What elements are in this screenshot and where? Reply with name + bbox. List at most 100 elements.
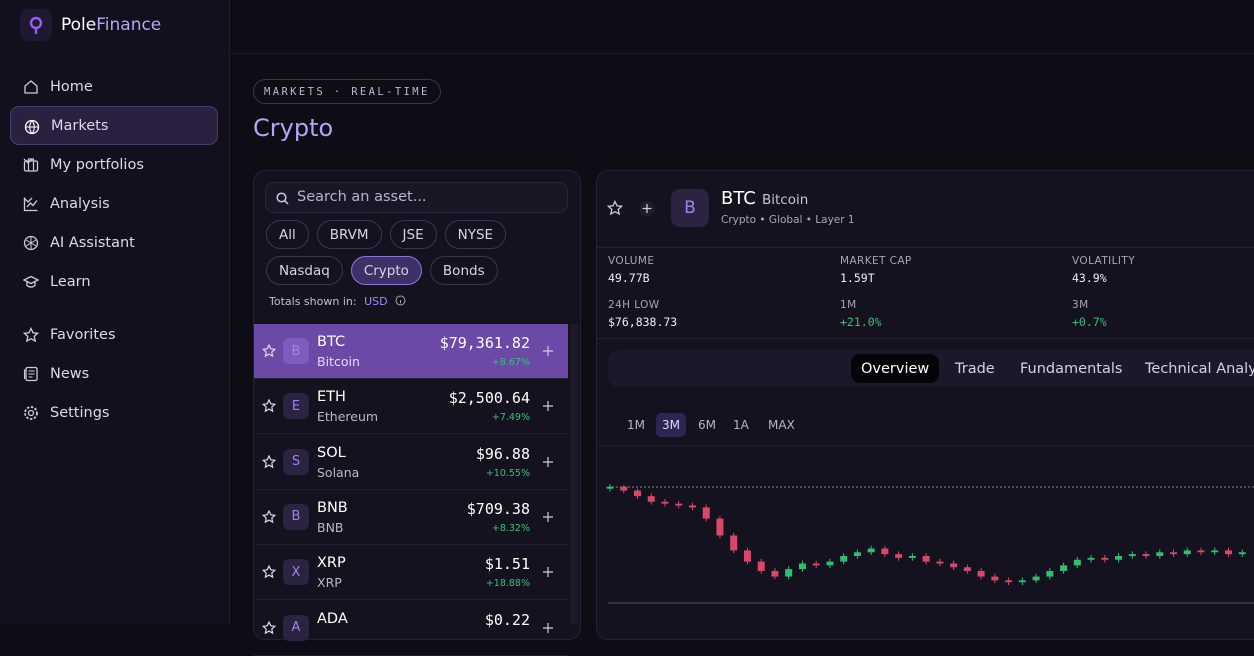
filter-chip[interactable]: Bonds: [429, 256, 498, 285]
stat-label: 1M: [840, 299, 857, 311]
nav-item[interactable]: Settings: [10, 393, 218, 432]
brand-pole: Pole: [61, 15, 97, 35]
totals-label: Totals shown in:: [269, 295, 357, 308]
range-button[interactable]: 3M: [656, 413, 686, 437]
candle-body: [620, 486, 628, 491]
candle-body: [840, 556, 848, 562]
candle-body: [1115, 556, 1123, 560]
add-icon[interactable]: [543, 401, 553, 412]
nav-item[interactable]: Favorites: [10, 315, 218, 354]
star-icon[interactable]: [262, 565, 276, 579]
asset-symbol: ETH: [317, 389, 346, 406]
filter-chip[interactable]: NYSE: [444, 220, 507, 249]
filter-chip[interactable]: JSE: [389, 220, 437, 249]
add-icon[interactable]: [543, 346, 553, 356]
nav-label: News: [50, 365, 90, 382]
star-icon[interactable]: [262, 620, 276, 635]
nav-icon: [24, 406, 38, 420]
add-icon[interactable]: [543, 511, 553, 522]
range-button[interactable]: 1A: [733, 418, 749, 432]
nav-item[interactable]: My portfolios: [10, 145, 218, 184]
tab[interactable]: Overview: [851, 354, 940, 383]
nav-item[interactable]: Learn: [10, 262, 218, 301]
asset-change: +8.32%: [491, 522, 530, 534]
tab[interactable]: Technical Analysis: [1145, 360, 1254, 377]
candle-body: [936, 561, 944, 564]
currency[interactable]: USD: [364, 295, 388, 308]
nav-item[interactable]: AI Assistant: [10, 223, 218, 262]
filter-chip[interactable]: Crypto: [350, 256, 422, 285]
star-icon[interactable]: [262, 399, 276, 413]
nav-item[interactable]: Markets: [10, 106, 218, 145]
nav-icon: [23, 197, 38, 212]
nav-item[interactable]: News: [10, 354, 218, 393]
candle-body: [895, 554, 903, 558]
asset-row[interactable]: B BNB BNB $709.38 +8.32%: [254, 490, 568, 545]
range-button[interactable]: MAX: [768, 418, 795, 432]
asset-symbol: BNB: [317, 499, 348, 516]
filter-chip[interactable]: Nasdaq: [266, 256, 343, 285]
nav-item[interactable]: Home: [10, 67, 218, 106]
asset-name: Bitcoin: [317, 354, 360, 369]
nav-label: Settings: [50, 404, 110, 421]
detail-actions[interactable]: [607, 200, 657, 218]
candle-body: [743, 550, 751, 562]
asset-row[interactable]: X XRP XRP $1.51 +18.88%: [254, 545, 568, 601]
range-button[interactable]: 6M: [698, 418, 716, 432]
candle-body: [867, 548, 875, 553]
tab[interactable]: Fundamentals: [1020, 360, 1123, 377]
asset-name: XRP: [317, 575, 342, 591]
info-icon: [395, 295, 406, 306]
search-box[interactable]: Search an asset...: [265, 182, 568, 213]
star-icon[interactable]: [262, 454, 276, 469]
filters: All BRVM JSE NYSE Nasdaq Crypto Bonds: [266, 220, 566, 292]
asset-row[interactable]: A ADA $0.22: [254, 601, 568, 656]
filter-chip[interactable]: All: [266, 220, 309, 249]
candle-body: [1170, 552, 1178, 555]
candle-body: [1087, 557, 1095, 560]
search-placeholder: Search an asset...: [297, 189, 427, 205]
range-button[interactable]: 1M: [627, 418, 645, 432]
add-icon[interactable]: [543, 622, 553, 633]
candle-body: [812, 563, 820, 566]
candle-body: [1060, 565, 1068, 571]
stat-label: VOLUME: [608, 255, 655, 267]
header-divider: [231, 53, 1254, 54]
brand: PoleFinance: [61, 15, 161, 35]
asset-row[interactable]: E ETH Ethereum $2,500.64 +7.49%: [254, 379, 568, 435]
filter-chip[interactable]: BRVM: [316, 220, 382, 249]
candle-body: [716, 518, 724, 536]
asset-icon: B: [283, 503, 309, 530]
candle-body: [963, 567, 971, 571]
nav-item[interactable]: Analysis: [10, 184, 218, 223]
candle-body: [647, 496, 655, 502]
asset-price: $1.51: [484, 555, 530, 574]
candle-body: [853, 552, 861, 557]
asset-symbol: ADA: [317, 610, 348, 627]
chevron: [23, 158, 33, 164]
candle-body: [1101, 557, 1109, 560]
stat-label: 3M: [1072, 299, 1089, 311]
star-icon[interactable]: [262, 509, 276, 524]
totals: Totals shown in: USD: [269, 295, 406, 308]
divider: [597, 338, 1254, 339]
add-icon[interactable]: [543, 456, 553, 467]
star-icon[interactable]: [262, 344, 276, 358]
candle-body: [1142, 554, 1150, 557]
search-icon: [276, 192, 289, 205]
asset-row[interactable]: S SOL Solana $96.88 +10.55%: [254, 435, 568, 490]
asset-row[interactable]: B BTC Bitcoin $79,361.82 +8.67%: [254, 324, 568, 379]
add-icon[interactable]: [543, 567, 553, 578]
stat-value: 1.59T: [840, 271, 875, 285]
brand-finance: Finance: [96, 15, 162, 35]
candle-body: [826, 561, 834, 566]
page-title: Crypto: [253, 114, 334, 142]
candle-body: [1128, 554, 1136, 557]
asset-icon: B: [283, 338, 309, 364]
stat-label: MARKET CAP: [840, 255, 912, 267]
candle-body: [922, 556, 930, 562]
divider: [597, 445, 1254, 446]
stat-value: $76,838.73: [608, 315, 678, 329]
tab[interactable]: Trade: [955, 360, 995, 377]
asset-change: +18.88%: [485, 578, 530, 590]
